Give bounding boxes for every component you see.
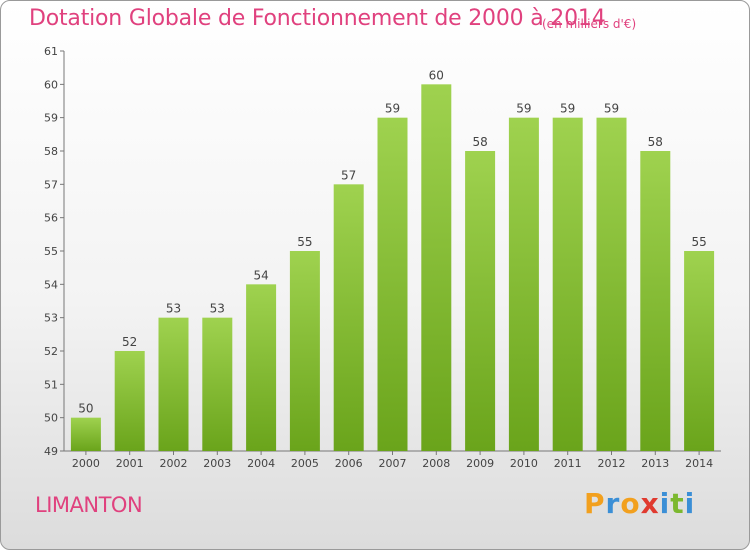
x-tick-label: 2002 — [160, 457, 188, 470]
y-tick-label: 56 — [44, 212, 58, 225]
y-tick-label: 61 — [44, 45, 58, 58]
bar — [508, 117, 539, 452]
x-tick-label: 2009 — [466, 457, 494, 470]
x-tick-label: 2003 — [203, 457, 231, 470]
bar — [377, 117, 408, 452]
bar — [465, 151, 496, 451]
data-label: 57 — [341, 168, 356, 182]
bar — [70, 417, 101, 451]
y-tick-label: 57 — [44, 178, 58, 191]
bar — [158, 317, 189, 451]
x-tick-label: 2013 — [641, 457, 669, 470]
chart-title: Dotation Globale de Fonctionnement de 20… — [29, 6, 606, 31]
data-label: 58 — [648, 135, 663, 149]
bar — [596, 117, 627, 452]
y-tick-label: 53 — [44, 312, 58, 325]
data-label: 59 — [560, 102, 575, 116]
x-tick-label: 2010 — [510, 457, 538, 470]
bar — [684, 251, 715, 451]
x-tick-label: 2007 — [379, 457, 407, 470]
y-tick-label: 50 — [44, 412, 58, 425]
x-tick-label: 2001 — [116, 457, 144, 470]
y-tick-label: 54 — [44, 278, 58, 291]
bar — [246, 284, 277, 451]
y-tick-label: 59 — [44, 112, 58, 125]
data-label: 55 — [691, 235, 706, 249]
data-label: 53 — [210, 302, 225, 316]
axes: 49 50 51 52 53 54 55 56 57 58 59 60 61 2000 2001 2002 20… — [44, 45, 721, 470]
y-tick-label: 49 — [44, 445, 58, 458]
x-tick-label: 2005 — [291, 457, 319, 470]
y-tick-label: 55 — [44, 245, 58, 258]
bar — [333, 184, 364, 452]
y-tick-label: 60 — [44, 78, 58, 91]
y-tick-label: 58 — [44, 145, 58, 158]
data-label: 58 — [472, 135, 487, 149]
bar — [552, 117, 583, 452]
data-label: 59 — [604, 102, 619, 116]
x-tick-label: 2014 — [685, 457, 713, 470]
chart-unit: (en milliers d'€) — [542, 17, 637, 31]
data-label: 59 — [516, 102, 531, 116]
y-tick-label: 52 — [44, 345, 58, 358]
proxiti-logo[interactable]: Proxiti — [584, 487, 696, 520]
commune-name: LIMANTON — [35, 493, 143, 517]
bar — [640, 151, 671, 451]
x-tick-label: 2000 — [72, 457, 100, 470]
x-tick-label: 2011 — [554, 457, 582, 470]
data-label: 55 — [297, 235, 312, 249]
data-label: 54 — [253, 268, 268, 282]
x-tick-label: 2012 — [598, 457, 626, 470]
bar — [114, 351, 145, 451]
data-label: 50 — [78, 402, 93, 416]
bar — [421, 84, 452, 451]
data-label: 59 — [385, 102, 400, 116]
data-label: 60 — [429, 68, 444, 82]
data-label: 52 — [122, 335, 137, 349]
bar — [202, 317, 233, 451]
bar — [289, 251, 320, 451]
bars: 50 52 53 53 54 55 57 59 60 58 59 59 59 58 55 — [70, 68, 715, 452]
data-label: 53 — [166, 302, 181, 316]
x-tick-label: 2008 — [422, 457, 450, 470]
x-tick-label: 2006 — [335, 457, 363, 470]
x-tick-label: 2004 — [247, 457, 275, 470]
y-tick-label: 51 — [44, 378, 58, 391]
